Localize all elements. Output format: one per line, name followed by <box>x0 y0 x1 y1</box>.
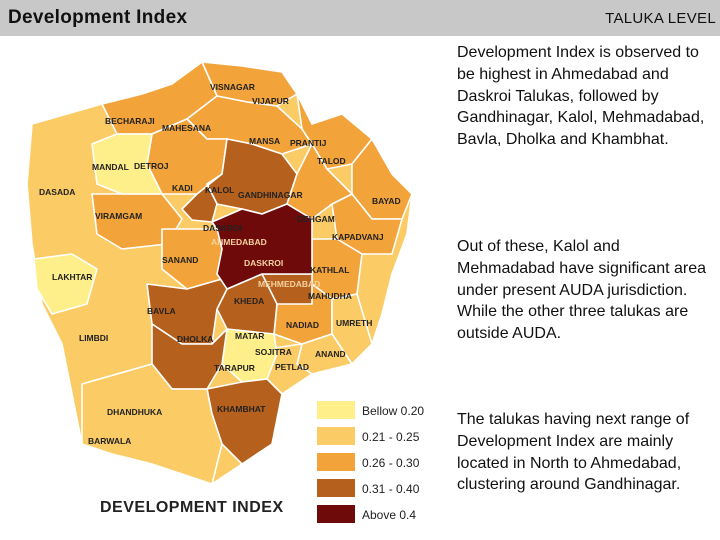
region-kalol <box>181 173 223 223</box>
label-dholka: DHOLKA <box>177 334 213 344</box>
region-umreth <box>331 293 373 365</box>
label-mahesana: MAHESANA <box>162 123 211 133</box>
legend-label-2: 0.21 - 0.25 <box>362 430 420 444</box>
label-daskroi: DASKROI <box>244 258 283 268</box>
label-detroj: DETROJ <box>134 161 169 171</box>
label-ahmedabad: AHMEDABAD <box>211 237 267 247</box>
label-prantij: PRANTIJ <box>290 138 327 148</box>
slide-title: Development Index <box>8 7 188 28</box>
legend-label-1: Bellow 0.20 <box>362 404 424 418</box>
label-lakhtar: LAKHTAR <box>52 272 92 282</box>
label-kapadvanj: KAPADVANJ <box>332 232 384 242</box>
label-bayad: BAYAD <box>372 196 401 206</box>
label-vijapur: VIJAPUR <box>252 96 289 106</box>
label-mansa: MANSA <box>249 136 280 146</box>
paragraph-1: Development Index is observed to be high… <box>457 44 705 149</box>
legend-swatch-2 <box>317 427 355 445</box>
map-labels: VISNAGAR VIJAPUR BECHARAJI MAHESANA MANS… <box>39 82 401 446</box>
label-dhandhuka: DHANDHUKA <box>107 407 162 417</box>
label-sojitra: SOJITRA <box>255 347 292 357</box>
label-kalol: KALOL <box>205 185 234 195</box>
map-legend: Bellow 0.20 0.21 - 0.25 0.26 - 0.30 0.31… <box>317 401 424 523</box>
legend-swatch-1 <box>317 401 355 419</box>
region-mandal <box>91 133 163 195</box>
label-petlad: PETLAD <box>275 362 309 372</box>
label-kathlal: KATHLAL <box>310 265 350 275</box>
label-dehgam: DEHGAM <box>297 214 335 224</box>
legend-label-3: 0.26 - 0.30 <box>362 456 420 470</box>
label-becharaji: BECHARAJI <box>105 116 155 126</box>
paragraph-3: The talukas having next range of Develop… <box>457 411 690 494</box>
label-matar: MATAR <box>235 331 264 341</box>
region-group <box>26 61 413 485</box>
label-kadi: KADI <box>172 183 193 193</box>
label-viramgam: VIRAMGAM <box>95 211 142 221</box>
development-index-map: VISNAGAR VIJAPUR BECHARAJI MAHESANA MANS… <box>12 44 444 534</box>
label-bavla: BAVLA <box>147 306 176 316</box>
label-khambhat: KHAMBHAT <box>217 404 266 414</box>
region-dehgam <box>286 143 353 220</box>
legend-label-4: 0.31 - 0.40 <box>362 482 420 496</box>
paragraph-2: Out of these, Kalol and Mehmadabad have … <box>457 238 707 343</box>
label-tarapur: TARAPUR <box>214 363 255 373</box>
region-dhandhuka <box>81 363 223 485</box>
label-daskroi-north: DASKROI <box>203 223 242 233</box>
label-kheda: KHEDA <box>234 296 264 306</box>
legend-swatch-5 <box>317 505 355 523</box>
label-mandal: MANDAL <box>92 162 129 172</box>
map-title: DEVELOPMENT INDEX <box>100 499 284 516</box>
label-umreth: UMRETH <box>336 318 372 328</box>
legend-label-5: Above 0.4 <box>362 508 416 522</box>
region-lakhtar <box>33 253 98 315</box>
region-ahmedabad <box>211 203 313 290</box>
label-sanand: SANAND <box>162 255 198 265</box>
label-talod: TALOD <box>317 156 346 166</box>
label-dasada: DASADA <box>39 187 75 197</box>
label-barwala: BARWALA <box>88 436 131 446</box>
label-limbdi: LIMBDI <box>79 333 108 343</box>
label-mahudha: MAHUDHA <box>308 291 352 301</box>
label-gandhinagar: GANDHINAGAR <box>238 190 303 200</box>
label-visnagar: VISNAGAR <box>210 82 255 92</box>
header-bar: Development Index TALUKA LEVEL <box>0 0 720 36</box>
label-anand: ANAND <box>315 349 346 359</box>
label-nadiad: NADIAD <box>286 320 319 330</box>
legend-swatch-3 <box>317 453 355 471</box>
label-mehmedabad: MEHMEDABAD <box>258 279 320 289</box>
legend-swatch-4 <box>317 479 355 497</box>
level-label: TALUKA LEVEL <box>605 10 716 27</box>
